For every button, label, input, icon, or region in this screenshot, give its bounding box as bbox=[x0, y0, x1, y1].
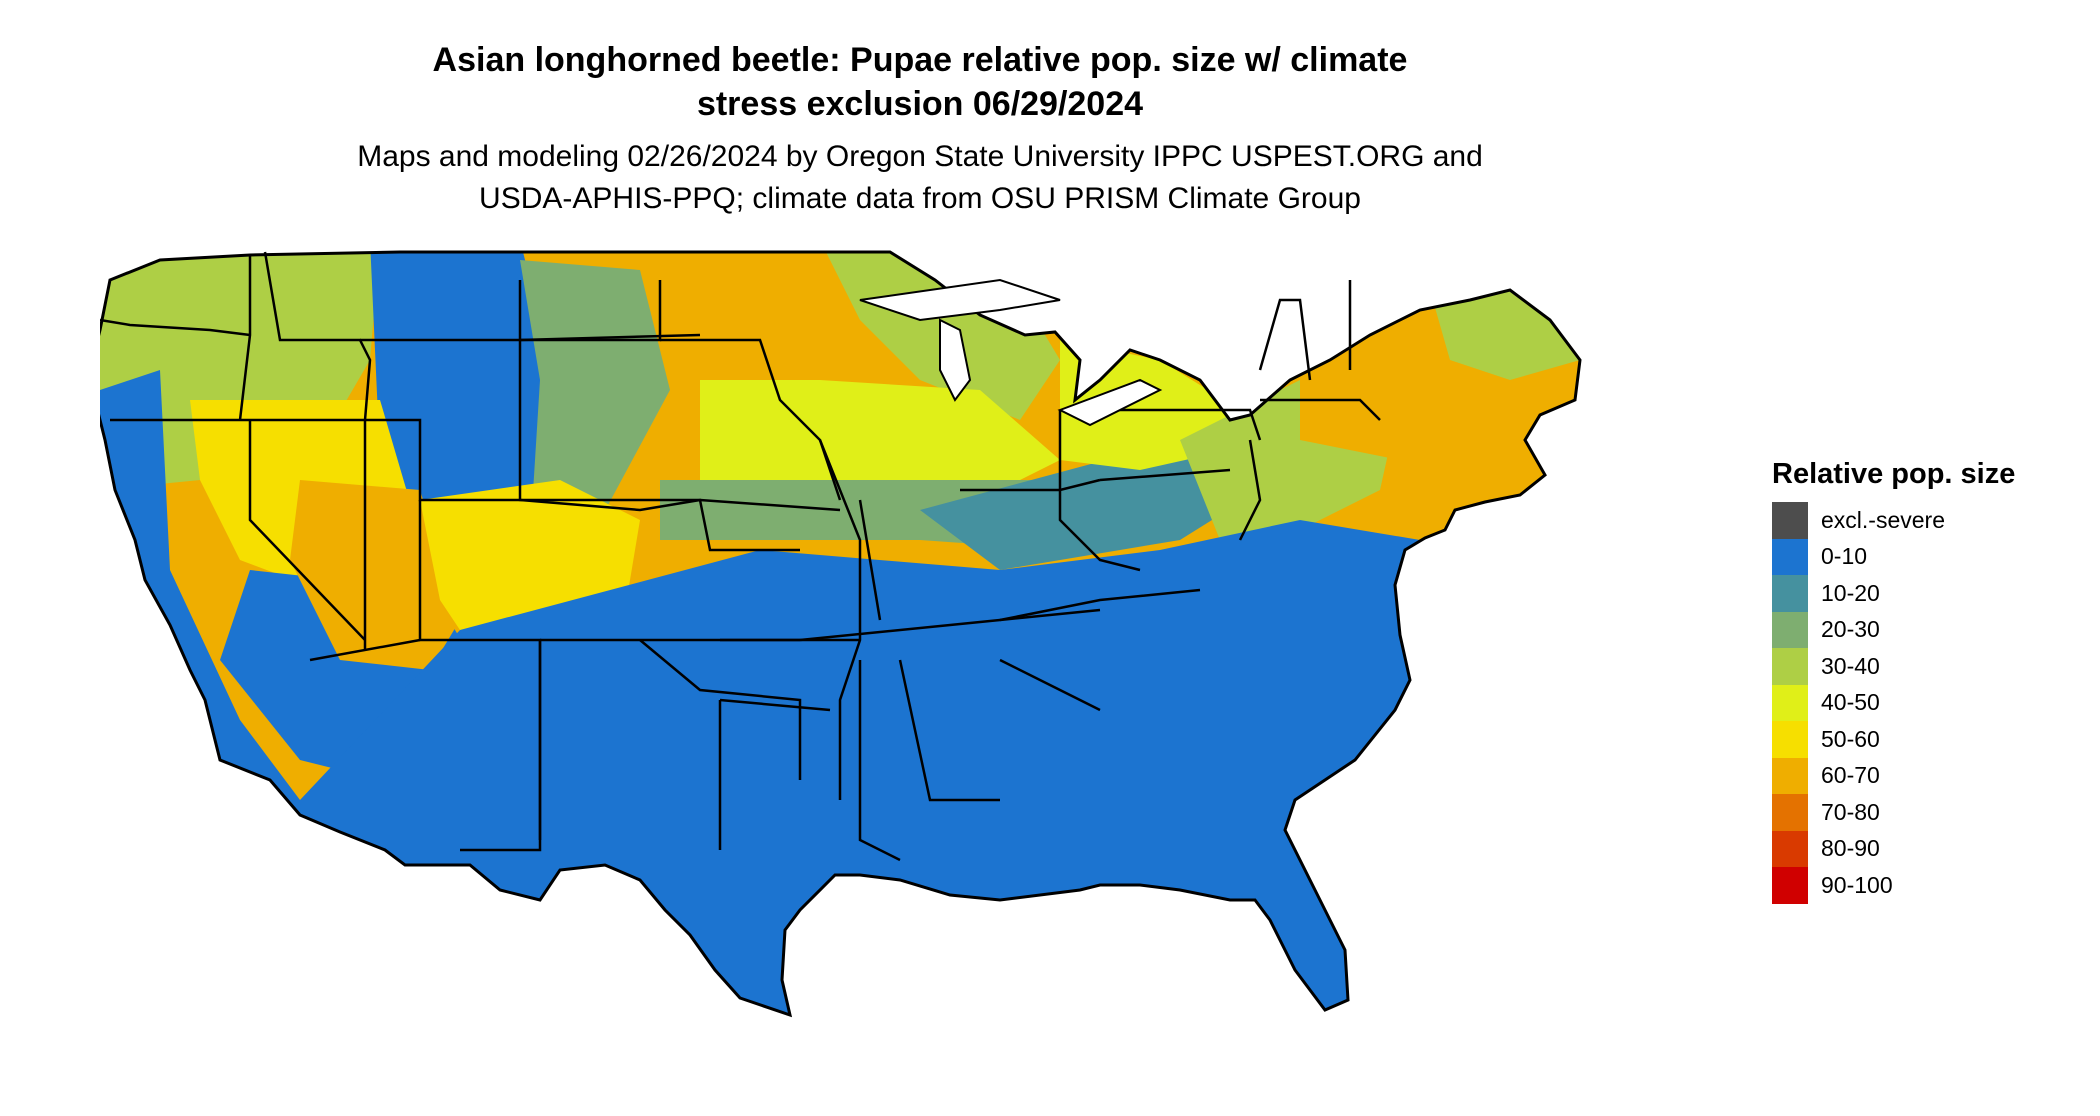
border-az-nm bbox=[309, 638, 421, 662]
border-ia-mo bbox=[699, 498, 841, 512]
border-ar-la bbox=[719, 698, 831, 712]
legend-items: excl.-severe 0-10 10-20 20-30 30-40 40-50 50-6… bbox=[1772, 502, 2092, 904]
legend-label: 40-50 bbox=[1821, 689, 1880, 716]
legend-label: 80-90 bbox=[1821, 835, 1880, 862]
map-title: Asian longhorned beetle: Pupae relative … bbox=[300, 38, 1540, 126]
legend-swatch bbox=[1772, 794, 1808, 831]
region-wyoming-green bbox=[520, 260, 670, 540]
map-subtitle-line-1: Maps and modeling 02/26/2024 by Oregon S… bbox=[357, 140, 1483, 173]
border-nj-de-md bbox=[1238, 439, 1262, 541]
border-wy-ne-sd bbox=[518, 280, 701, 512]
border-ne-ks bbox=[520, 498, 800, 552]
border-wa-or bbox=[100, 318, 251, 337]
legend-item: 90-100 bbox=[1772, 867, 2092, 904]
legend-label: excl.-severe bbox=[1821, 506, 1945, 533]
legend-item: 70-80 bbox=[1772, 794, 2092, 831]
lake-michigan bbox=[939, 318, 972, 402]
legend-item: 40-50 bbox=[1772, 684, 2092, 721]
legend-swatch bbox=[1772, 648, 1808, 685]
border-va-nc bbox=[999, 588, 1201, 622]
border-ma-ct-ri bbox=[1260, 398, 1381, 421]
legend-label: 0-10 bbox=[1821, 543, 1868, 570]
border-il-in bbox=[858, 499, 882, 621]
legend-item: 20-30 bbox=[1772, 611, 2092, 648]
lake-superior bbox=[859, 278, 1061, 322]
border-oh-pa-wv bbox=[1058, 410, 1141, 572]
legend-item: 30-40 bbox=[1772, 648, 2092, 685]
legend-item: 50-60 bbox=[1772, 721, 2092, 758]
legend-item: excl.-severe bbox=[1772, 502, 2092, 539]
state-borders bbox=[100, 251, 1381, 862]
region-corn-belt bbox=[700, 380, 1060, 490]
legend-title: Relative pop. size bbox=[1772, 458, 2016, 490]
legend-swatch bbox=[1772, 721, 1808, 758]
border-ca-nv bbox=[248, 420, 366, 641]
map-title-line-2: stress exclusion 06/29/2024 bbox=[696, 85, 1144, 123]
region-four-corners bbox=[290, 480, 460, 670]
legend-swatch bbox=[1772, 757, 1808, 794]
border-ga-sc-nc bbox=[999, 658, 1101, 712]
legend-item: 80-90 bbox=[1772, 830, 2092, 867]
legend-label: 30-40 bbox=[1821, 652, 1880, 679]
legend-swatch bbox=[1772, 575, 1808, 612]
region-ohio-valley bbox=[920, 440, 1260, 570]
legend-swatch bbox=[1772, 611, 1808, 648]
legend-item: 0-10 bbox=[1772, 538, 2092, 575]
legend-swatch bbox=[1772, 830, 1808, 867]
border-ny-pa bbox=[1100, 408, 1262, 441]
lake-erie bbox=[1057, 378, 1163, 427]
legend-label: 70-80 bbox=[1821, 798, 1880, 825]
legend-label: 20-30 bbox=[1821, 616, 1880, 643]
legend-label: 90-100 bbox=[1821, 871, 1893, 898]
legend-swatch bbox=[1772, 538, 1808, 575]
border-nd-sd bbox=[519, 333, 701, 342]
border-ut-co-wy bbox=[365, 418, 520, 502]
legend-label: 50-60 bbox=[1821, 725, 1880, 752]
border-mississippi bbox=[818, 439, 862, 800]
border-ny-vt-ma bbox=[1258, 298, 1312, 381]
legend-item: 60-70 bbox=[1772, 757, 2092, 794]
legend-label: 10-20 bbox=[1821, 579, 1880, 606]
map-legend: Relative pop. size excl.-severe 0-10 10-20… bbox=[1772, 456, 2092, 904]
legend-swatch bbox=[1772, 867, 1808, 904]
legend-swatch bbox=[1772, 502, 1808, 539]
border-ms-al bbox=[858, 660, 901, 862]
border-nm-tx bbox=[460, 640, 542, 852]
region-pacific-coast bbox=[100, 370, 300, 800]
legend-swatch bbox=[1772, 684, 1808, 721]
us-map bbox=[100, 250, 1582, 1017]
border-ok-tx bbox=[639, 639, 802, 780]
map-title-line-1: Asian longhorned beetle: Pupae relative … bbox=[432, 41, 1408, 79]
border-or-id bbox=[238, 255, 252, 421]
legend-item: 10-20 bbox=[1772, 575, 2092, 612]
map-subtitle-line-2: USDA-APHIS-PPQ; climate data from OSU PR… bbox=[479, 182, 1361, 215]
legend-label: 60-70 bbox=[1821, 762, 1880, 789]
border-al-ga bbox=[898, 659, 1000, 802]
map-fill-regions bbox=[100, 252, 1580, 1015]
map-subtitle: Maps and modeling 02/26/2024 by Oregon S… bbox=[300, 136, 1540, 220]
great-lakes bbox=[859, 278, 1163, 427]
border-pa-md bbox=[1099, 468, 1231, 482]
